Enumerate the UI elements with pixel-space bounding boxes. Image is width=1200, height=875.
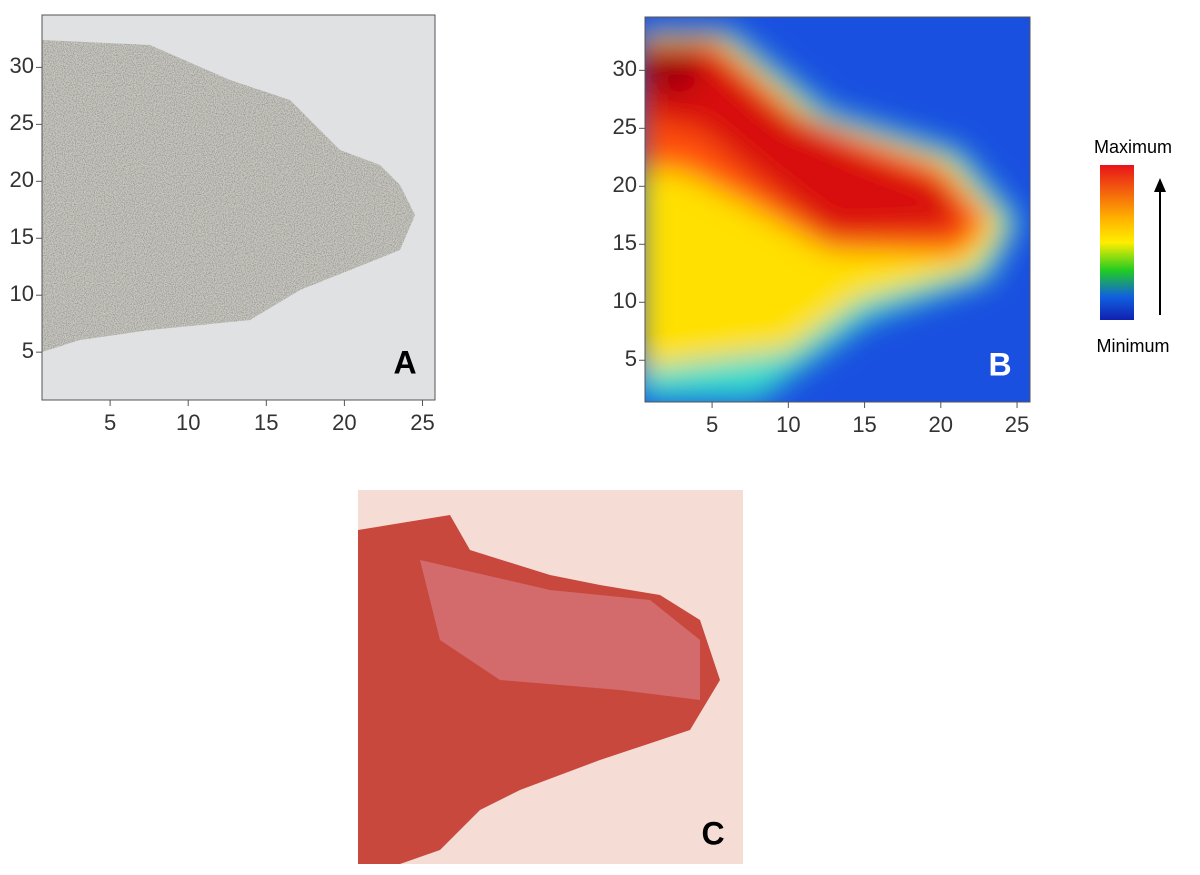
x-tick-label: 10 xyxy=(776,412,800,437)
x-tick-label: 5 xyxy=(104,410,116,435)
y-tick-label: 10 xyxy=(613,288,637,313)
x-tick-label: 25 xyxy=(1005,412,1029,437)
arrow-head xyxy=(1154,178,1166,192)
panel-a-image xyxy=(42,15,435,400)
y-tick-label: 25 xyxy=(10,110,34,135)
y-tick-label: 30 xyxy=(10,53,34,78)
y-tick-label: 5 xyxy=(625,346,637,371)
y-tick-label: 20 xyxy=(10,167,34,192)
x-tick-label: 5 xyxy=(706,412,718,437)
panel-a-frame xyxy=(41,14,436,401)
colorbar-max: Maximum xyxy=(1094,137,1172,157)
y-tick-label: 25 xyxy=(613,114,637,139)
x-tick-label: 15 xyxy=(852,412,876,437)
panel-b-frame xyxy=(644,16,1031,403)
x-tick-label: 20 xyxy=(332,410,356,435)
y-tick-label: 30 xyxy=(613,56,637,81)
panel-label: B xyxy=(988,346,1011,382)
x-tick-label: 25 xyxy=(410,410,434,435)
y-tick-label: 15 xyxy=(10,224,34,249)
colorbar xyxy=(1100,165,1134,320)
y-tick-label: 20 xyxy=(613,172,637,197)
panel-c-image xyxy=(358,490,743,864)
y-tick-label: 15 xyxy=(613,230,637,255)
x-tick-label: 20 xyxy=(929,412,953,437)
colorbar-min: Minimum xyxy=(1096,336,1169,356)
panel-label: C xyxy=(701,815,724,851)
y-tick-label: 5 xyxy=(22,338,34,363)
x-tick-label: 15 xyxy=(254,410,278,435)
panel-b-heatmap xyxy=(645,17,1030,402)
panel-label: A xyxy=(393,344,416,380)
y-tick-label: 10 xyxy=(10,281,34,306)
x-tick-label: 10 xyxy=(176,410,200,435)
